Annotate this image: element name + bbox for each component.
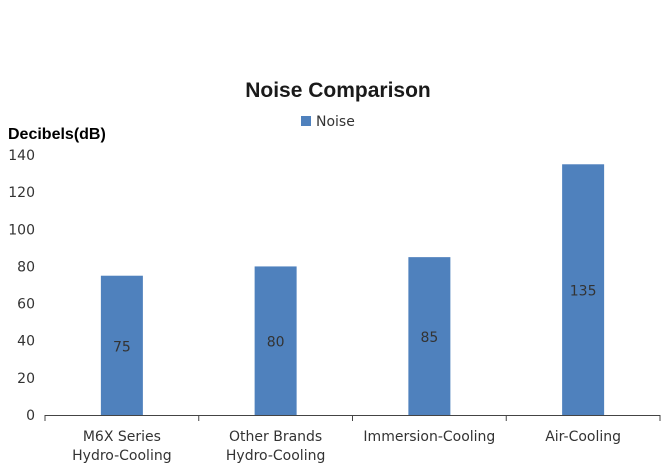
x-tick-label: Immersion-Cooling (363, 429, 495, 445)
y-tick-label: 0 (26, 408, 35, 424)
x-tick-label: M6X Series Hydro-Cooling (72, 429, 171, 464)
y-tick-label: 20 (17, 371, 35, 387)
bar (100, 275, 143, 415)
legend-label: Noise (316, 114, 355, 130)
bar (408, 257, 451, 415)
bar (562, 164, 605, 415)
data-label: 75 (113, 339, 131, 355)
data-label: 85 (420, 330, 438, 346)
y-tick-label: 120 (8, 185, 35, 201)
y-tick-label: 60 (17, 297, 35, 313)
chart-title: Noise Comparison (245, 79, 431, 102)
bar (254, 266, 297, 415)
y-tick-label: 140 (8, 148, 35, 164)
x-tick-label: Air-Cooling (545, 429, 621, 445)
data-label: 135 (570, 284, 597, 300)
x-tick-label: Other Brands Hydro-Cooling (226, 429, 325, 464)
y-tick-label: 40 (17, 334, 35, 350)
y-tick-label: 80 (17, 259, 35, 275)
data-label: 80 (267, 335, 285, 351)
legend-swatch (301, 116, 311, 126)
y-axis-label: Decibels(dB) (8, 126, 106, 143)
y-tick-label: 100 (8, 222, 35, 238)
